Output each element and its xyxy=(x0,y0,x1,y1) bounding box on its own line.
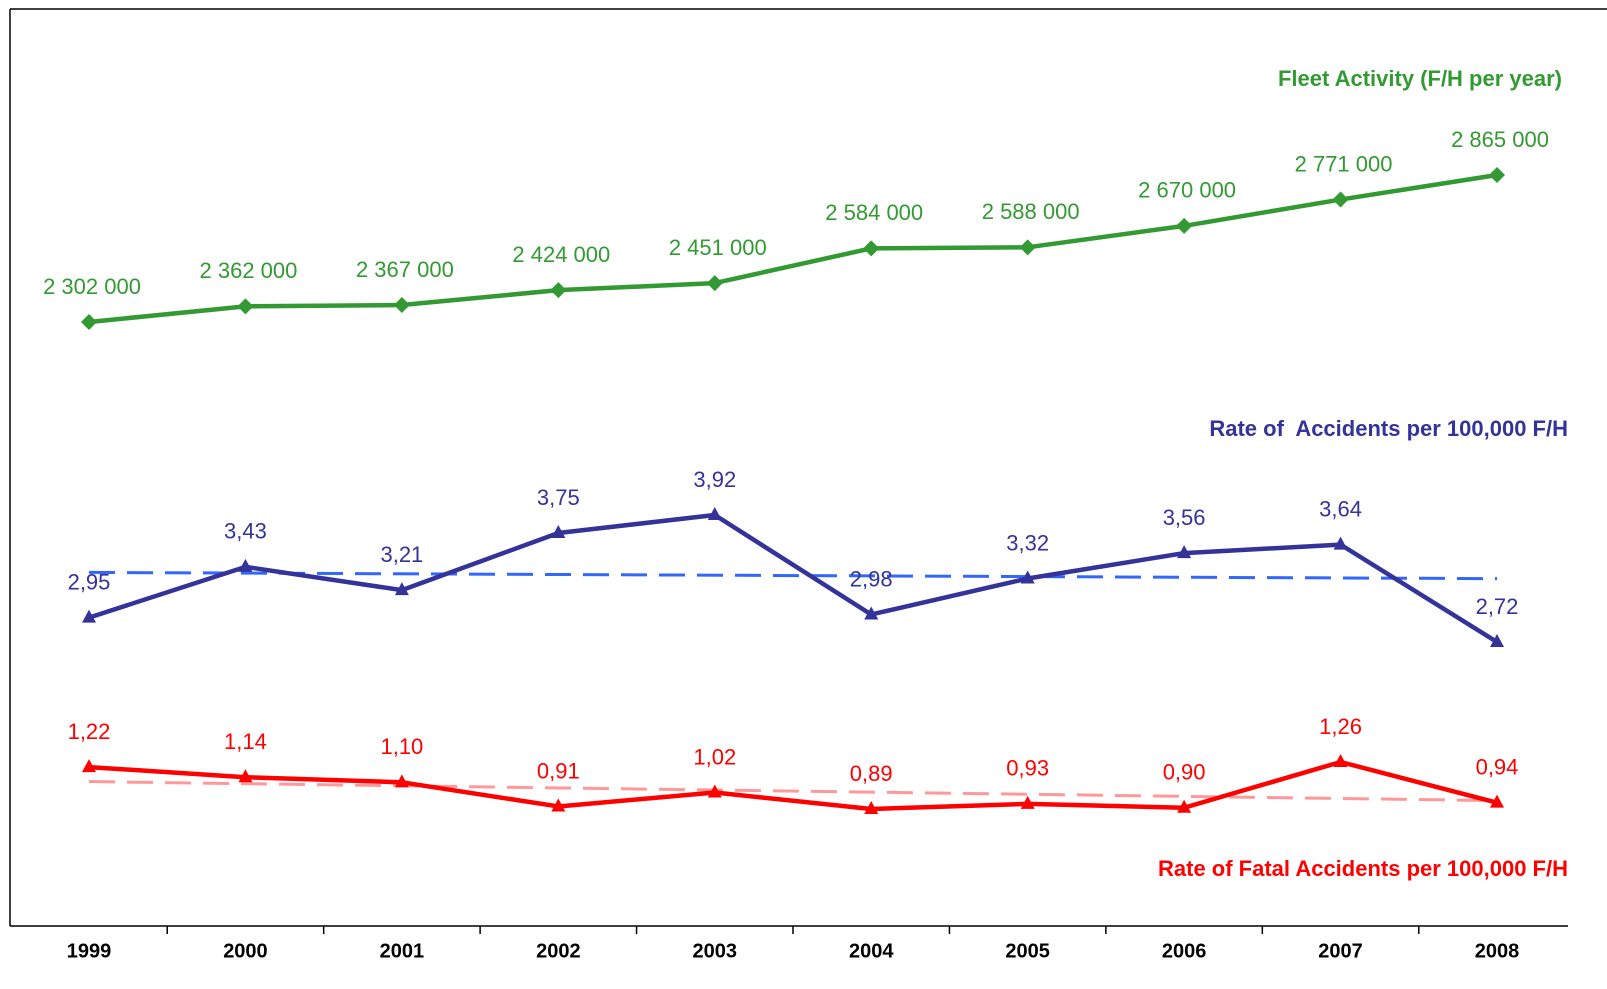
marker xyxy=(864,606,879,620)
marker xyxy=(1020,795,1035,809)
data-label: 1,26 xyxy=(1319,714,1362,739)
marker xyxy=(1020,570,1035,584)
marker xyxy=(81,314,97,330)
data-label: 1,02 xyxy=(693,744,736,769)
marker xyxy=(1490,634,1504,647)
series-line xyxy=(88,512,1499,644)
series-name: Rate of Fatal Accidents per 100,000 F/H xyxy=(1158,856,1568,881)
trend-line xyxy=(88,570,1498,581)
marker xyxy=(707,784,722,798)
data-label: 0,89 xyxy=(850,761,893,786)
data-label: 3,32 xyxy=(1006,530,1049,555)
data-label: 2,98 xyxy=(850,566,893,591)
x-tick-label: 2006 xyxy=(1162,940,1207,962)
marker xyxy=(707,507,722,520)
data-label: 3,92 xyxy=(693,467,736,492)
marker xyxy=(1489,167,1505,183)
data-label: 2 451 000 xyxy=(669,235,767,260)
marker xyxy=(393,297,410,314)
data-label: 1,14 xyxy=(224,729,267,754)
x-tick-label: 2002 xyxy=(536,940,581,962)
x-tick-label: 2005 xyxy=(1005,940,1050,962)
x-tick-label: 1999 xyxy=(67,940,112,962)
marker xyxy=(82,759,96,773)
series-name: Fleet Activity (F/H per year) xyxy=(1278,66,1562,91)
data-label: 0,90 xyxy=(1163,760,1206,785)
data-label: 3,56 xyxy=(1163,505,1206,530)
data-label: 2 588 000 xyxy=(982,199,1080,224)
data-label: 2 670 000 xyxy=(1138,178,1236,203)
marker xyxy=(238,769,253,783)
data-label: 1,10 xyxy=(380,734,423,759)
marker xyxy=(1333,754,1348,767)
data-label: 3,75 xyxy=(537,485,580,510)
marker xyxy=(1333,536,1348,550)
data-label: 2 367 000 xyxy=(356,257,454,282)
marker xyxy=(863,240,880,257)
marker xyxy=(1177,799,1192,813)
x-tick-label: 2004 xyxy=(849,940,894,962)
data-label: 3,64 xyxy=(1319,496,1362,521)
marker xyxy=(238,558,253,572)
marker xyxy=(82,609,96,623)
data-label: 2 584 000 xyxy=(825,200,923,225)
marker xyxy=(237,298,254,315)
marker xyxy=(1332,191,1349,208)
data-label: 2,95 xyxy=(68,569,111,594)
x-tick-label: 2003 xyxy=(693,940,738,962)
marker xyxy=(394,774,409,788)
data-label: 2 424 000 xyxy=(512,242,610,267)
marker xyxy=(551,524,566,538)
series-line xyxy=(88,759,1498,812)
marker xyxy=(1176,217,1193,234)
x-tick-label: 2007 xyxy=(1318,940,1363,962)
data-label: 2 865 000 xyxy=(1451,127,1549,152)
series-name: Rate of Accidents per 100,000 F/H xyxy=(1209,416,1568,441)
data-label: 3,43 xyxy=(224,519,267,544)
marker xyxy=(1177,545,1192,559)
data-label: 2 362 000 xyxy=(200,258,298,283)
marker xyxy=(550,282,567,299)
data-label: 2 771 000 xyxy=(1295,151,1393,176)
marker xyxy=(1490,794,1504,808)
data-label: 0,93 xyxy=(1006,756,1049,781)
trend-line xyxy=(88,780,1498,803)
marker xyxy=(1019,239,1036,256)
data-label: 0,91 xyxy=(537,758,580,783)
data-label: 1,22 xyxy=(68,719,111,744)
marker xyxy=(706,275,723,292)
x-tick-label: 2001 xyxy=(380,940,425,962)
data-label: 0,94 xyxy=(1476,754,1519,779)
data-label: 2,72 xyxy=(1476,594,1519,619)
data-label: 2 302 000 xyxy=(43,274,141,299)
data-label: 3,21 xyxy=(380,542,423,567)
x-tick-label: 2000 xyxy=(223,940,268,962)
marker xyxy=(394,582,409,596)
series-line xyxy=(88,172,1498,325)
marker xyxy=(551,798,566,812)
x-tick-label: 2008 xyxy=(1475,940,1520,962)
marker xyxy=(864,801,879,814)
